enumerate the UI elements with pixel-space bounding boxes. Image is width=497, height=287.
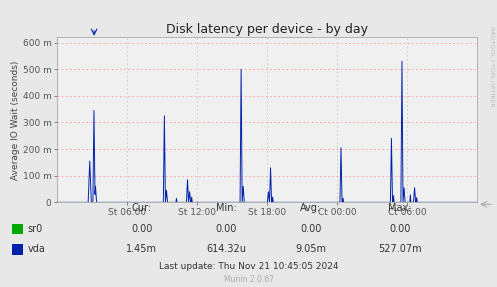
Text: 0.00: 0.00: [215, 224, 237, 234]
Y-axis label: Average IO Wait (seconds): Average IO Wait (seconds): [11, 60, 20, 179]
Text: 1.45m: 1.45m: [126, 244, 157, 254]
Text: vda: vda: [27, 244, 45, 254]
Text: RRDTOOL / TOBI OETIKER: RRDTOOL / TOBI OETIKER: [490, 26, 495, 106]
Title: Disk latency per device - by day: Disk latency per device - by day: [166, 23, 368, 36]
Text: 0.00: 0.00: [300, 224, 322, 234]
Text: Cur:: Cur:: [132, 203, 152, 213]
Text: Avg:: Avg:: [300, 203, 321, 213]
Text: Munin 2.0.67: Munin 2.0.67: [224, 275, 273, 284]
Text: Max:: Max:: [388, 203, 412, 213]
Text: 9.05m: 9.05m: [295, 244, 326, 254]
Text: sr0: sr0: [27, 224, 43, 234]
Text: Last update: Thu Nov 21 10:45:05 2024: Last update: Thu Nov 21 10:45:05 2024: [159, 262, 338, 271]
Text: 527.07m: 527.07m: [378, 244, 422, 254]
Text: Min:: Min:: [216, 203, 237, 213]
Text: 0.00: 0.00: [131, 224, 153, 234]
Text: 614.32u: 614.32u: [206, 244, 246, 254]
Text: 0.00: 0.00: [389, 224, 411, 234]
